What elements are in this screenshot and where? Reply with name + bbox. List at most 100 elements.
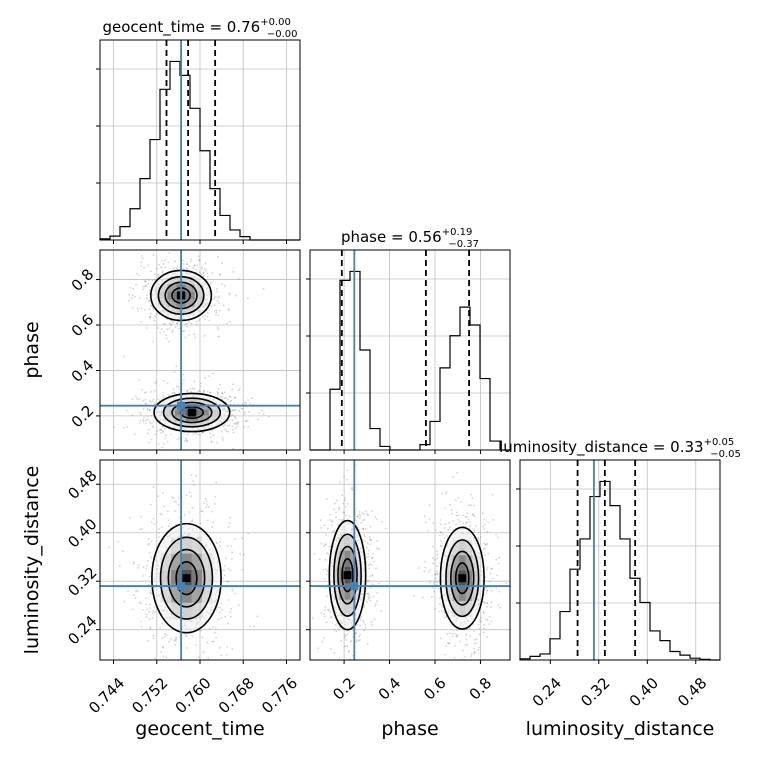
sample-point [438, 610, 441, 613]
sample-point [466, 644, 469, 647]
sample-point [202, 391, 205, 394]
sample-point [153, 273, 156, 276]
sample-point [190, 391, 193, 393]
sample-point [148, 421, 151, 423]
sample-point [152, 486, 155, 489]
sample-point [369, 539, 372, 541]
sample-point [455, 514, 458, 517]
sample-point [140, 264, 143, 267]
sample-point [144, 402, 147, 405]
density-peak [343, 571, 352, 580]
sample-point [311, 617, 314, 619]
sample-point [199, 390, 202, 393]
sample-point [362, 539, 364, 541]
sample-point [444, 492, 447, 495]
sample-point [157, 532, 160, 534]
sample-point [505, 582, 508, 585]
sample-point [229, 396, 232, 399]
sample-point [232, 271, 235, 273]
density-cell [181, 602, 192, 620]
sample-point [209, 283, 212, 286]
sample-point [471, 497, 474, 499]
sample-point [203, 268, 206, 270]
sample-point [213, 304, 216, 307]
sample-point [469, 635, 472, 637]
sample-point [483, 518, 485, 521]
sample-point [359, 633, 361, 636]
sample-point [346, 469, 349, 472]
sample-point [336, 499, 339, 502]
sample-point [439, 544, 442, 547]
sample-point [157, 536, 160, 539]
sample-point [188, 511, 191, 514]
sample-point [215, 636, 218, 639]
sample-point [333, 652, 336, 654]
sample-point [231, 388, 234, 391]
sample-point [190, 322, 193, 325]
sample-point [197, 255, 200, 257]
sample-point [136, 307, 139, 310]
sample-point [454, 644, 457, 647]
sample-point [456, 629, 458, 632]
sample-point [146, 408, 149, 411]
sample-point [327, 609, 329, 612]
sample-point [375, 567, 378, 569]
sample-point [192, 267, 195, 269]
sample-point [484, 554, 486, 556]
sample-point [345, 639, 347, 641]
density-peak [458, 574, 467, 583]
density-cell [191, 602, 203, 620]
sample-point [434, 558, 437, 561]
sample-point [324, 609, 326, 611]
sample-point [160, 651, 163, 653]
sample-point [142, 420, 145, 423]
sample-point [237, 421, 240, 423]
sample-point [132, 608, 135, 611]
sample-point [174, 510, 176, 512]
sample-point [207, 657, 210, 659]
xlabel-geocent-time: geocent_time [135, 718, 264, 740]
sample-point [142, 288, 145, 291]
sample-point [156, 267, 159, 270]
sample-point [143, 416, 145, 419]
sample-point [185, 494, 188, 497]
sample-point [247, 532, 250, 535]
contour-line [153, 392, 231, 433]
sample-point [326, 570, 329, 572]
sample-point [216, 291, 219, 293]
sample-point [148, 441, 151, 444]
sample-point [367, 552, 370, 555]
sample-point [154, 315, 157, 317]
sample-point [343, 636, 346, 639]
sample-point [436, 557, 439, 560]
xtick-label-geocent_time: 0.776 [258, 674, 301, 717]
sample-point [162, 492, 165, 494]
sample-point [125, 409, 128, 412]
sample-point [445, 491, 448, 493]
sample-point [226, 646, 229, 648]
sample-point [243, 411, 246, 414]
sample-point [343, 645, 346, 648]
sample-point [334, 502, 336, 505]
sample-point [338, 656, 341, 659]
xtick-label-geocent_time: 0.760 [172, 674, 215, 717]
sample-point [370, 621, 373, 624]
sample-point [478, 633, 481, 636]
sample-point [343, 476, 345, 478]
sample-point [472, 514, 475, 516]
sample-point [135, 589, 138, 592]
density-cell [160, 570, 171, 587]
sample-point [195, 271, 198, 274]
sample-point [363, 518, 366, 521]
sample-point [140, 602, 143, 605]
sample-point [159, 512, 162, 515]
sample-point [486, 589, 488, 592]
sample-point [443, 537, 446, 539]
density-cell [194, 299, 204, 307]
sample-point [231, 551, 234, 554]
sample-point [470, 653, 473, 656]
sample-point [206, 519, 209, 522]
sample-point [256, 615, 259, 618]
sample-point [186, 439, 189, 442]
sample-point [157, 275, 159, 278]
